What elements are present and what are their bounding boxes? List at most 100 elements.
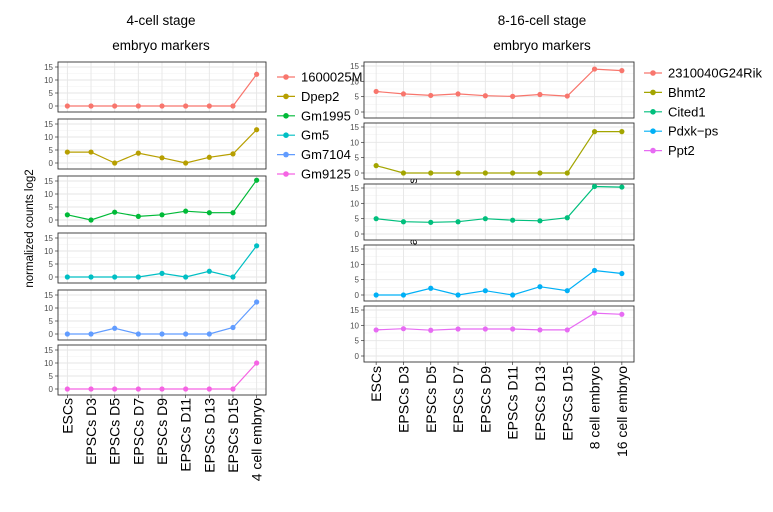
x-tick-label: EPSCs D5 xyxy=(107,398,123,465)
data-point xyxy=(112,103,118,109)
legend-key-point xyxy=(650,89,656,96)
data-point xyxy=(206,331,212,337)
legend-label: Bhmt2 xyxy=(668,85,706,100)
data-point xyxy=(64,386,70,392)
data-point xyxy=(159,103,165,109)
data-point xyxy=(88,149,94,155)
y-tick-label: 10 xyxy=(44,304,53,313)
y-tick-label: 10 xyxy=(44,190,53,199)
data-point xyxy=(455,326,461,332)
y-tick-label: 5 xyxy=(355,215,360,224)
data-point xyxy=(254,299,260,305)
panel-border xyxy=(363,305,635,363)
x-tick-label: EPSCs D7 xyxy=(450,366,466,433)
data-point xyxy=(619,68,625,74)
y-tick-label: 15 xyxy=(44,120,53,129)
y-tick-label: 0 xyxy=(355,291,360,300)
data-point xyxy=(455,292,461,298)
y-tick-label: 15 xyxy=(44,346,53,355)
panel-6: 0 5 10 15 xyxy=(44,344,267,396)
data-point xyxy=(64,331,70,337)
x-tick-label: EPSCs D13 xyxy=(532,366,548,441)
y-tick-label: 0 xyxy=(49,330,54,339)
data-point xyxy=(482,288,488,294)
data-point xyxy=(400,91,407,97)
panel-background xyxy=(364,306,634,362)
series-line xyxy=(375,131,622,174)
x-tick-label: EPSCs D11 xyxy=(505,366,521,440)
chart-title-line: embryo markers xyxy=(112,38,210,53)
data-point xyxy=(482,216,488,222)
y-tick-label: 5 xyxy=(49,89,54,98)
data-point xyxy=(88,274,94,280)
y-tick-label: 15 xyxy=(350,184,359,193)
legend-key-point xyxy=(650,70,656,76)
legend-key-point xyxy=(283,93,289,100)
y-tick-label: 10 xyxy=(350,138,359,147)
y-tick-label: 10 xyxy=(44,133,53,142)
panel-border xyxy=(57,118,267,170)
data-point xyxy=(591,183,598,190)
y-tick-label: 10 xyxy=(350,321,359,330)
y-tick-label: 10 xyxy=(350,77,359,86)
panel-2: 0 5 10 15 xyxy=(44,118,267,170)
legend-label: 2310040G24Rik xyxy=(668,66,762,81)
y-tick-label: 0 xyxy=(49,385,54,394)
data-point xyxy=(428,219,434,225)
x-tick-label: EPSCs D7 xyxy=(130,398,146,465)
y-tick-label: 0 xyxy=(49,273,54,282)
legend-label: Pdxk−ps xyxy=(668,124,719,139)
panel-5: 0 5 10 15 xyxy=(44,289,267,341)
data-point xyxy=(510,93,516,99)
x-tick-label: EPSCs D13 xyxy=(201,398,217,473)
y-tick-label: 15 xyxy=(350,123,359,132)
data-point xyxy=(619,184,625,190)
data-point xyxy=(230,210,236,216)
data-point xyxy=(591,129,598,135)
y-tick-label: 0 xyxy=(49,159,54,168)
data-point xyxy=(591,66,598,72)
data-point xyxy=(564,215,570,221)
data-point xyxy=(400,326,407,332)
panel-3: 0 5 10 15 xyxy=(350,183,635,241)
legend-key-point xyxy=(283,74,289,80)
data-point xyxy=(564,327,570,333)
data-point xyxy=(183,386,189,392)
legend-label: Ppt2 xyxy=(668,143,695,158)
data-point xyxy=(619,129,625,135)
data-point xyxy=(183,103,189,109)
legend-label: Cited1 xyxy=(668,104,706,119)
data-point xyxy=(482,93,488,99)
data-point xyxy=(135,150,141,156)
data-point xyxy=(254,243,260,249)
data-point xyxy=(135,331,141,337)
data-point xyxy=(135,274,141,280)
panel-3: 0 5 10 15 xyxy=(44,175,267,227)
data-point xyxy=(183,331,189,337)
y-tick-label: 0 xyxy=(355,108,360,117)
data-point xyxy=(537,218,543,224)
data-point xyxy=(537,327,543,333)
x-tick-label: EPSCs D3 xyxy=(395,366,411,433)
legend-label: Dpep2 xyxy=(301,89,339,104)
panel-border xyxy=(363,122,635,180)
legend-label: Gm7104 xyxy=(301,147,351,162)
data-point xyxy=(230,103,236,109)
panel-border xyxy=(363,61,635,119)
series-line xyxy=(376,185,622,223)
y-tick-label: 0 xyxy=(49,102,54,111)
data-point xyxy=(428,327,434,333)
chart-title-line: 4-cell stage xyxy=(126,13,195,28)
data-point xyxy=(206,386,212,392)
x-tick-label: EPSCs D9 xyxy=(477,366,493,433)
panel-1: 0 5 10 15 xyxy=(44,61,267,113)
data-point xyxy=(135,386,141,392)
chart-title-line: embryo markers xyxy=(493,38,591,53)
data-point xyxy=(183,274,189,280)
series-line xyxy=(376,68,622,98)
data-point xyxy=(206,268,212,274)
legend-key-point xyxy=(283,171,289,177)
data-point xyxy=(510,326,516,332)
